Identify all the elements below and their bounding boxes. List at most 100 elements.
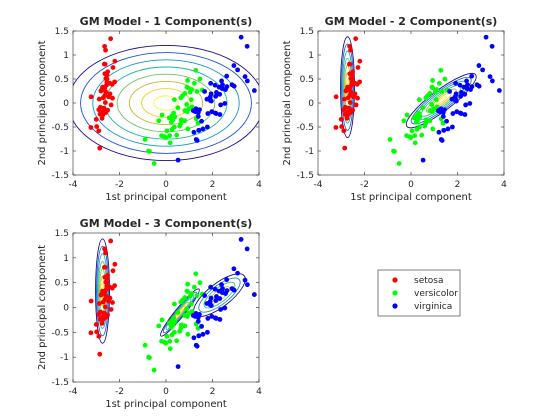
- point-setosa: [104, 276, 110, 282]
- point-virginica: [235, 270, 241, 276]
- point-virginica: [205, 111, 211, 116]
- point-setosa: [103, 47, 108, 53]
- y-tick-label: -1: [60, 353, 69, 363]
- point-versicolor: [167, 140, 173, 146]
- series-setosa: [88, 238, 118, 357]
- point-virginica: [175, 157, 181, 163]
- point-virginica: [235, 67, 241, 73]
- point-virginica: [213, 111, 219, 116]
- point-setosa: [96, 333, 102, 339]
- y-tick-label: -1.5: [296, 171, 314, 181]
- point-setosa: [88, 125, 94, 130]
- point-virginica: [441, 127, 447, 133]
- point-versicolor: [429, 84, 435, 90]
- point-virginica: [208, 80, 214, 86]
- point-versicolor: [416, 124, 422, 130]
- point-versicolor: [177, 123, 183, 129]
- point-virginica: [204, 329, 210, 335]
- point-virginica: [438, 137, 444, 142]
- point-setosa: [94, 329, 100, 335]
- point-setosa: [352, 80, 358, 86]
- point-versicolor: [156, 118, 162, 124]
- x-tick-label: -2: [115, 180, 124, 190]
- point-virginica: [238, 237, 244, 242]
- point-setosa: [342, 111, 348, 117]
- y-tick-label: 1: [308, 51, 314, 61]
- y-tick-label: 1.5: [55, 229, 69, 239]
- point-setosa: [97, 145, 103, 151]
- point-setosa: [349, 76, 355, 82]
- y-tick-label: -0.5: [51, 123, 69, 133]
- y-axis-label: 2nd principal component: [37, 245, 48, 370]
- point-versicolor: [147, 355, 152, 361]
- point-setosa: [355, 65, 361, 70]
- point-versicolor: [195, 325, 201, 331]
- point-setosa: [349, 72, 355, 78]
- point-versicolor: [171, 97, 177, 103]
- y-tick-label: 1.5: [55, 27, 69, 37]
- point-versicolor: [184, 288, 190, 294]
- point-versicolor: [416, 97, 422, 103]
- point-versicolor: [164, 128, 170, 134]
- point-virginica: [242, 277, 248, 283]
- point-virginica: [222, 305, 228, 311]
- y-tick-label: -1: [60, 147, 69, 157]
- point-versicolor: [433, 97, 439, 103]
- point-virginica: [231, 266, 237, 272]
- point-setosa: [357, 79, 363, 85]
- point-versicolor: [404, 112, 410, 118]
- point-versicolor: [182, 118, 188, 124]
- point-virginica: [458, 93, 464, 99]
- point-versicolor: [401, 118, 407, 124]
- subplot-2: -4 -2 0 2 4 -1.5 -1 -0.5 0 0.5 1 1.5 GM Model - 2 Co…: [282, 15, 507, 203]
- point-setosa: [108, 102, 114, 108]
- point-setosa: [342, 145, 348, 151]
- x-tick-label: -4: [69, 387, 78, 397]
- series-virginica: [420, 34, 502, 163]
- point-versicolor: [159, 112, 165, 118]
- point-versicolor: [185, 331, 191, 337]
- series-virginica: [175, 34, 257, 163]
- x-tick-label: 0: [163, 180, 169, 190]
- point-virginica: [219, 86, 225, 91]
- point-versicolor: [187, 89, 193, 95]
- point-virginica: [175, 364, 181, 370]
- x-tick-label: 0: [408, 180, 414, 190]
- point-virginica: [193, 342, 199, 348]
- subplot-title: GM Model - 2 Component(s): [325, 15, 498, 28]
- point-versicolor: [167, 133, 173, 139]
- point-virginica: [445, 126, 451, 132]
- point-setosa: [93, 321, 99, 327]
- point-virginica: [467, 101, 473, 106]
- y-tick-label: 0: [308, 99, 314, 109]
- point-virginica: [218, 102, 224, 108]
- point-setosa: [110, 65, 116, 70]
- point-versicolor: [167, 346, 173, 352]
- point-virginica: [217, 317, 223, 322]
- point-setosa: [341, 96, 347, 102]
- point-virginica: [487, 74, 493, 79]
- point-versicolor: [422, 123, 428, 129]
- point-versicolor: [392, 149, 397, 154]
- point-versicolor: [416, 110, 422, 116]
- subplot-panels: -4 -2 0 2 4 -1.5 -1 -0.5 0 0.5 1 1.5 GM Model - 1 Co…: [37, 15, 507, 410]
- point-setosa: [102, 43, 108, 49]
- point-versicolor: [423, 95, 429, 101]
- point-virginica: [197, 312, 202, 317]
- point-virginica: [205, 316, 211, 321]
- contour-line: [340, 36, 355, 139]
- point-setosa: [112, 79, 118, 85]
- point-setosa: [110, 95, 115, 101]
- point-setosa: [101, 105, 107, 111]
- x-axis-label: 1st principal component: [350, 192, 472, 203]
- point-setosa: [100, 95, 106, 101]
- point-virginica: [202, 89, 207, 94]
- point-versicolor: [156, 323, 162, 329]
- point-virginica: [242, 74, 248, 79]
- point-virginica: [200, 331, 206, 337]
- point-versicolor: [430, 126, 436, 132]
- point-virginica: [480, 67, 486, 73]
- point-virginica: [193, 137, 199, 142]
- point-virginica: [212, 286, 218, 292]
- contour-line: [92, 59, 240, 147]
